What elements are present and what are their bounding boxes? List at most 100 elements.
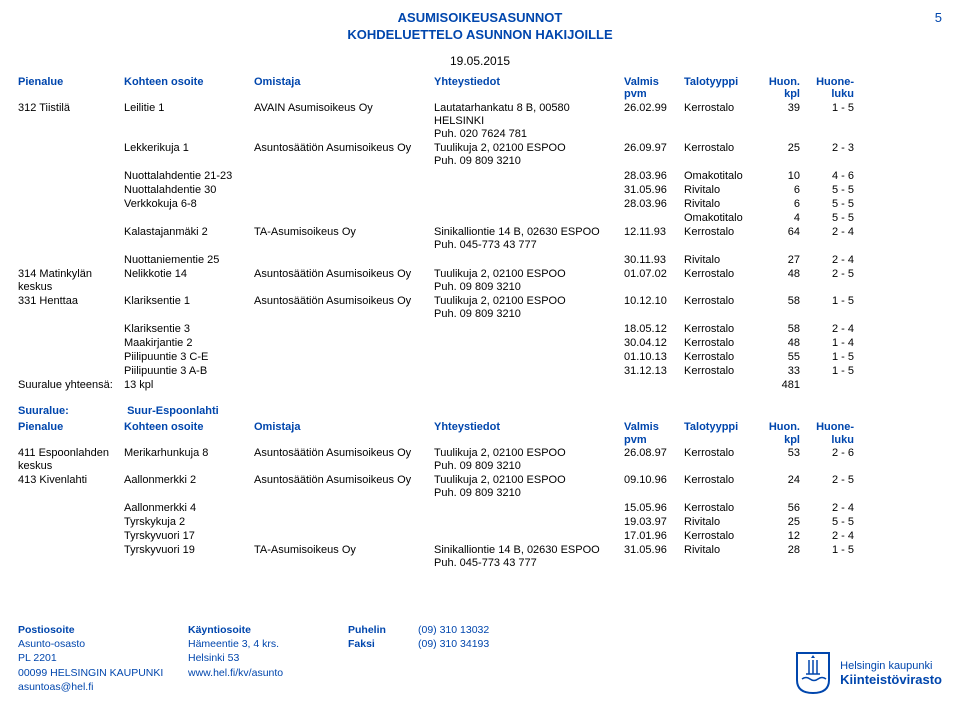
- cell: Tuulikuja 2, 02100 ESPOOPuh. 09 809 3210: [434, 474, 624, 501]
- subtotal-label: Suuralue yhteensä:: [18, 379, 124, 393]
- cell: Kerrostalo: [684, 101, 762, 142]
- cell: 2 - 4: [806, 501, 856, 515]
- cell: 4 - 6: [806, 169, 856, 183]
- table-row: Tyrskykuja 219.03.97Rivitalo255 - 5: [18, 515, 942, 529]
- cell: Sinikalliontie 14 B, 02630 ESPOOPuh. 045…: [434, 544, 624, 571]
- cell: 2 - 4: [806, 322, 856, 336]
- table-header-2: Pienalue Kohteen osoite Omistaja Yhteyst…: [18, 421, 942, 446]
- cell: Aallonmerkki 4: [124, 501, 254, 515]
- cell: [18, 544, 124, 571]
- col-talotyyppi: Talotyyppi: [684, 76, 762, 101]
- cell: 314 Matinkylänkeskus: [18, 267, 124, 294]
- cell: 30.04.12: [624, 336, 684, 350]
- cell: 58: [762, 295, 806, 322]
- cell: [254, 169, 434, 183]
- cell: 31.05.96: [624, 183, 684, 197]
- cell: 18.05.12: [624, 322, 684, 336]
- cell: 28.03.96: [624, 169, 684, 183]
- cell: 15.05.96: [624, 501, 684, 515]
- header: ASUMISOIKEUSASUNNOT KOHDELUETTELO ASUNNO…: [18, 10, 942, 44]
- cell: 1 - 5: [806, 101, 856, 142]
- table-row: Piilipuuntie 3 C-E01.10.13Kerrostalo551 …: [18, 350, 942, 364]
- table-row: 331 HenttaaKlariksentie 1Asuntosäätiön A…: [18, 295, 942, 322]
- cell: Kerrostalo: [684, 295, 762, 322]
- cell: [18, 529, 124, 543]
- cell: Kerrostalo: [684, 474, 762, 501]
- cell: Rivitalo: [684, 515, 762, 529]
- cell: [18, 322, 124, 336]
- cell: 26.08.97: [624, 446, 684, 473]
- cell: 10: [762, 169, 806, 183]
- footer-logo: Helsingin kaupunki Kiinteistövirasto: [796, 652, 942, 694]
- cell: Tuulikuja 2, 02100 ESPOOPuh. 09 809 3210: [434, 446, 624, 473]
- cell: 64: [762, 226, 806, 253]
- cell: 6: [762, 183, 806, 197]
- cell: Klariksentie 1: [124, 295, 254, 322]
- col-osoite: Kohteen osoite: [124, 76, 254, 101]
- cell: [18, 197, 124, 211]
- table-row: Omakotitalo45 - 5: [18, 212, 942, 226]
- cell: Kerrostalo: [684, 142, 762, 169]
- table-row: 312 TiistiläLeilitie 1AVAIN Asumisoikeus…: [18, 101, 942, 142]
- cell: Nuottaniementie 25: [124, 253, 254, 267]
- cell: [434, 169, 624, 183]
- cell: 2 - 5: [806, 267, 856, 294]
- cell: Rivitalo: [684, 544, 762, 571]
- cell: Kerrostalo: [684, 226, 762, 253]
- cell: 30.11.93: [624, 253, 684, 267]
- cell: [254, 515, 434, 529]
- cell: [434, 529, 624, 543]
- cell: 31.05.96: [624, 544, 684, 571]
- cell: TA-Asumisoikeus Oy: [254, 544, 434, 571]
- cell: [18, 183, 124, 197]
- cell: [254, 322, 434, 336]
- cell: 01.07.02: [624, 267, 684, 294]
- cell: 12.11.93: [624, 226, 684, 253]
- cell: 17.01.96: [624, 529, 684, 543]
- cell: Tyrskyvuori 17: [124, 529, 254, 543]
- footer-logo-text: Helsingin kaupunki Kiinteistövirasto: [840, 660, 942, 687]
- cell: Kerrostalo: [684, 501, 762, 515]
- footer-phone: Puhelin Faksi: [348, 623, 418, 694]
- cell: 25: [762, 142, 806, 169]
- cell: 48: [762, 336, 806, 350]
- cell: Lekkerikuja 1: [124, 142, 254, 169]
- cell: [124, 212, 254, 226]
- cell: [18, 336, 124, 350]
- cell: [18, 226, 124, 253]
- cell: [434, 365, 624, 379]
- page-title-1: ASUMISOIKEUSASUNNOT: [18, 10, 942, 27]
- cell: Rivitalo: [684, 253, 762, 267]
- page-date: 19.05.2015: [18, 54, 942, 68]
- cell: Asuntosäätiön Asumisoikeus Oy: [254, 446, 434, 473]
- subtotal-value: 13 kpl: [124, 379, 254, 393]
- table-row: Klariksentie 318.05.12Kerrostalo582 - 4: [18, 322, 942, 336]
- table-row: Nuottalahdentie 3031.05.96Rivitalo65 - 5: [18, 183, 942, 197]
- cell: 1 - 5: [806, 544, 856, 571]
- cell: Kerrostalo: [684, 365, 762, 379]
- cell: 2 - 4: [806, 253, 856, 267]
- cell: [254, 336, 434, 350]
- cell: Aallonmerkki 2: [124, 474, 254, 501]
- cell: 5 - 5: [806, 197, 856, 211]
- col-valmis: Valmispvm: [624, 76, 684, 101]
- table-body-1: 312 TiistiläLeilitie 1AVAIN Asumisoikeus…: [18, 101, 942, 379]
- cell: [434, 253, 624, 267]
- cell: Kerrostalo: [684, 322, 762, 336]
- cell: Klariksentie 3: [124, 322, 254, 336]
- cell: [18, 350, 124, 364]
- cell: 53: [762, 446, 806, 473]
- cell: 411 Espoonlahdenkeskus: [18, 446, 124, 473]
- cell: Kerrostalo: [684, 336, 762, 350]
- footer-phone-values: (09) 310 13032 (09) 310 34193: [418, 623, 538, 694]
- cell: 26.02.99: [624, 101, 684, 142]
- cell: 6: [762, 197, 806, 211]
- table-row: 413 KivenlahtiAallonmerkki 2Asuntosäätiö…: [18, 474, 942, 501]
- cell: Asuntosäätiön Asumisoikeus Oy: [254, 142, 434, 169]
- cell: 12: [762, 529, 806, 543]
- cell: 48: [762, 267, 806, 294]
- cell: 5 - 5: [806, 515, 856, 529]
- section-suuralue: Suuralue: Suur-Espoonlahti: [18, 405, 942, 417]
- footer-post: Postiosoite Asunto-osasto PL 2201 00099 …: [18, 623, 188, 694]
- cell: 2 - 6: [806, 446, 856, 473]
